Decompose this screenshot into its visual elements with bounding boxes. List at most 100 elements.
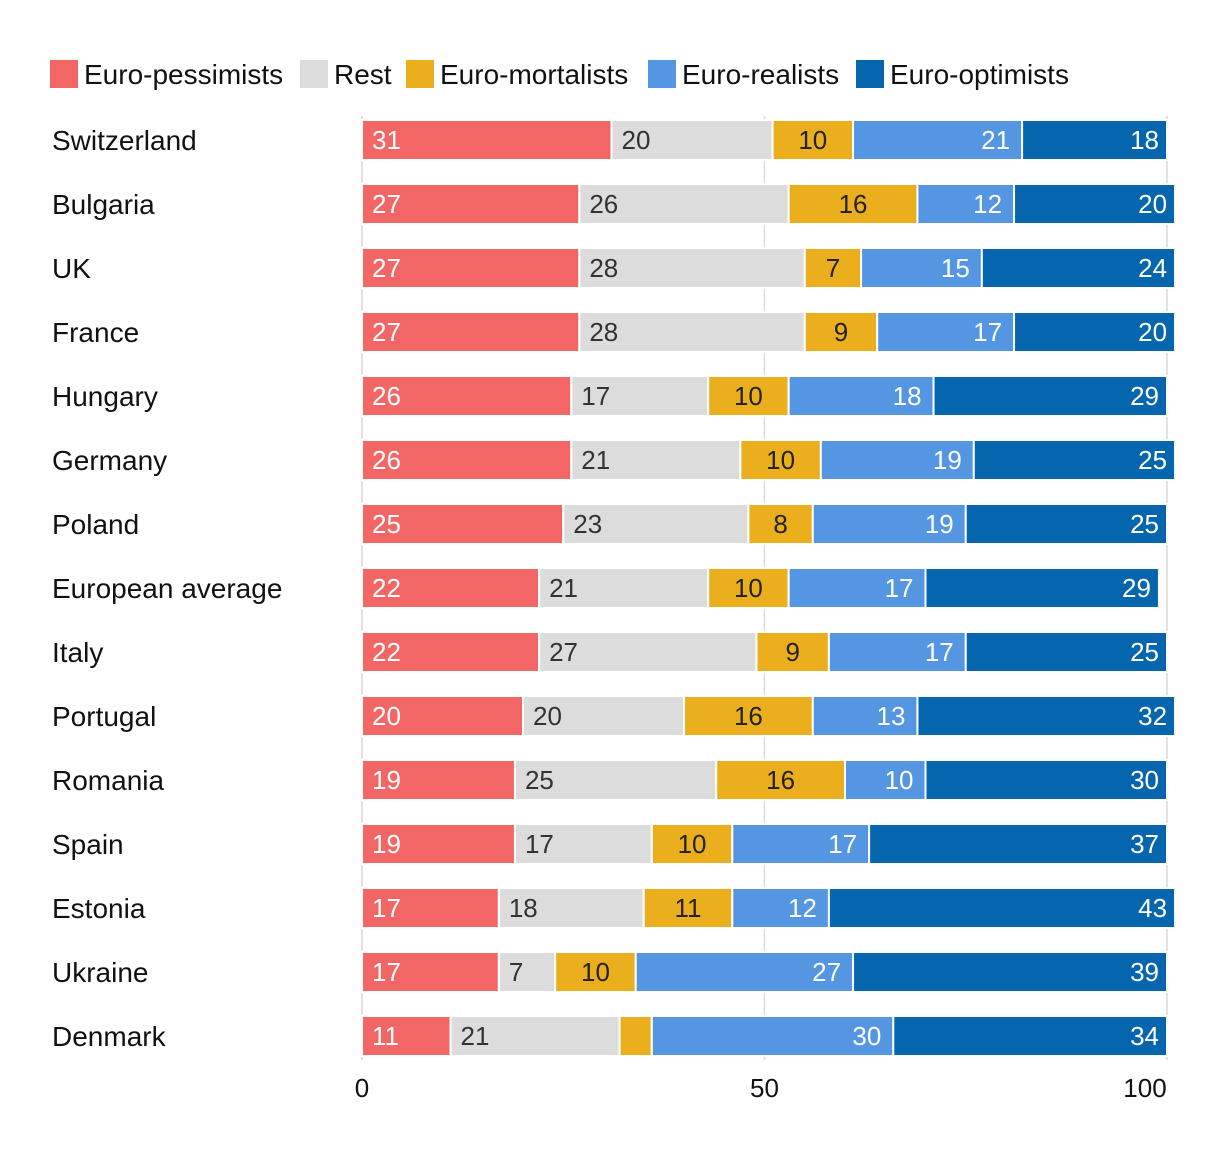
bar-segment-denmark-euro-realists xyxy=(650,1015,895,1057)
x-tick-label-50: 50 xyxy=(750,1073,779,1103)
x-axis: 0 50 100 xyxy=(355,1073,1167,1103)
bar-segment-ukraine-euro-realists xyxy=(634,951,855,993)
value-label-portugal-euro-pessimists: 20 xyxy=(372,701,401,731)
bar-row-romania: 19 25 16 10 30 xyxy=(361,759,1168,801)
value-label-hungary-rest: 17 xyxy=(581,381,610,411)
bar-segment-spain-euro-pessimists xyxy=(361,823,516,865)
bar-segment-portugal-euro-mortalists xyxy=(683,695,814,737)
value-label-european-average-euro-mortalists: 10 xyxy=(734,573,763,603)
bar-segment-switzerland-euro-pessimists xyxy=(361,119,613,161)
value-label-european-average-euro-realists: 17 xyxy=(885,573,914,603)
value-label-poland-euro-optimists: 25 xyxy=(1130,509,1159,539)
value-label-italy-euro-mortalists: 9 xyxy=(785,637,799,667)
value-label-switzerland-euro-pessimists: 31 xyxy=(372,125,401,155)
bar-segment-france-euro-mortalists xyxy=(803,311,879,353)
category-label-estonia: Estonia xyxy=(52,893,146,924)
bar-segment-romania-euro-mortalists xyxy=(715,759,847,801)
bar-row-germany: 26 21 10 19 25 xyxy=(361,439,1177,481)
bar-segment-european-average-rest xyxy=(538,567,710,609)
bar-segment-spain-euro-optimists xyxy=(868,823,1169,865)
value-label-france-euro-optimists: 20 xyxy=(1138,317,1167,347)
bar-row-ukraine: 17 7 10 27 39 xyxy=(361,951,1168,993)
value-label-uk-euro-realists: 15 xyxy=(941,253,970,283)
category-label-hungary: Hungary xyxy=(52,381,158,412)
bar-segment-european-average-euro-optimists xyxy=(924,567,1160,609)
category-labels: Switzerland Bulgaria UK France Hungary German… xyxy=(52,125,282,1052)
bar-row-bulgaria: 27 26 16 12 20 xyxy=(361,183,1177,225)
bar-segment-poland-euro-optimists xyxy=(964,503,1168,545)
value-label-spain-euro-realists: 17 xyxy=(828,829,857,859)
bar-segment-italy-euro-realists xyxy=(827,631,967,673)
bar-segment-spain-euro-mortalists xyxy=(650,823,734,865)
value-label-denmark-rest: 21 xyxy=(461,1021,490,1051)
value-label-european-average-rest: 21 xyxy=(549,573,578,603)
bar-row-uk: 27 28 7 15 24 xyxy=(361,247,1177,289)
value-label-spain-euro-optimists: 37 xyxy=(1130,829,1159,859)
value-label-ukraine-rest: 7 xyxy=(509,957,523,987)
bar-segment-uk-euro-mortalists xyxy=(803,247,863,289)
bar-segment-italy-euro-mortalists xyxy=(755,631,830,673)
value-label-poland-euro-pessimists: 25 xyxy=(372,509,401,539)
legend-swatch-rest xyxy=(300,60,328,88)
category-label-romania: Romania xyxy=(52,765,164,796)
value-label-hungary-euro-pessimists: 26 xyxy=(372,381,401,411)
bar-segment-denmark-euro-pessimists xyxy=(361,1015,452,1057)
bar-segment-france-euro-realists xyxy=(876,311,1016,353)
category-label-uk: UK xyxy=(52,253,91,284)
value-label-switzerland-euro-mortalists: 10 xyxy=(798,125,827,155)
value-label-estonia-rest: 18 xyxy=(509,893,538,923)
value-label-france-rest: 28 xyxy=(589,317,618,347)
legend-label-rest: Rest xyxy=(334,59,392,90)
bar-segment-hungary-euro-realists xyxy=(787,375,935,417)
bar-segment-hungary-euro-mortalists xyxy=(707,375,790,417)
bar-segment-romania-rest xyxy=(513,759,718,801)
bar-segment-germany-euro-optimists xyxy=(972,439,1177,481)
value-label-spain-euro-mortalists: 10 xyxy=(678,829,707,859)
legend-swatch-euro-pessimists xyxy=(50,60,78,88)
value-label-portugal-euro-optimists: 32 xyxy=(1138,701,1167,731)
category-label-ukraine: Ukraine xyxy=(52,957,148,988)
bar-segment-bulgaria-euro-pessimists xyxy=(361,183,581,225)
bar-segment-italy-euro-pessimists xyxy=(361,631,541,673)
bar-row-denmark: 11 21 30 34 xyxy=(361,1015,1168,1057)
bar-segment-switzerland-rest xyxy=(610,119,774,161)
bar-segment-uk-euro-pessimists xyxy=(361,247,581,289)
value-label-estonia-euro-pessimists: 17 xyxy=(372,893,401,923)
value-label-germany-rest: 21 xyxy=(581,445,610,475)
value-label-hungary-euro-realists: 18 xyxy=(893,381,922,411)
bar-segment-portugal-euro-pessimists xyxy=(361,695,524,737)
value-label-germany-euro-realists: 19 xyxy=(933,445,962,475)
value-label-ukraine-euro-realists: 27 xyxy=(812,957,841,987)
bar-segment-estonia-euro-optimists xyxy=(827,887,1177,929)
bar-segment-spain-rest xyxy=(513,823,653,865)
bar-segment-romania-euro-optimists xyxy=(924,759,1168,801)
value-label-hungary-euro-optimists: 29 xyxy=(1130,381,1159,411)
category-label-portugal: Portugal xyxy=(52,701,156,732)
value-label-france-euro-pessimists: 27 xyxy=(372,317,401,347)
value-label-european-average-euro-optimists: 29 xyxy=(1122,573,1151,603)
category-label-germany: Germany xyxy=(52,445,167,476)
bar-segment-european-average-euro-realists xyxy=(787,567,927,609)
bar-segment-uk-euro-realists xyxy=(860,247,983,289)
bar-segment-germany-euro-pessimists xyxy=(361,439,573,481)
legend-swatch-euro-mortalists xyxy=(406,60,434,88)
legend-swatch-euro-realists xyxy=(648,60,676,88)
bar-segment-switzerland-euro-realists xyxy=(852,119,1024,161)
value-label-switzerland-euro-realists: 21 xyxy=(981,125,1010,155)
bar-row-france: 27 28 9 17 20 xyxy=(361,311,1177,353)
category-label-poland: Poland xyxy=(52,509,139,540)
value-label-italy-euro-realists: 17 xyxy=(925,637,954,667)
bar-row-switzerland: 31 20 10 21 18 xyxy=(361,119,1168,161)
bar-segment-romania-euro-realists xyxy=(844,759,927,801)
value-label-switzerland-euro-optimists: 18 xyxy=(1130,125,1159,155)
value-label-estonia-euro-realists: 12 xyxy=(788,893,817,923)
value-label-poland-rest: 23 xyxy=(573,509,602,539)
legend: Euro-pessimists Rest Euro-mortalists Euro-r… xyxy=(50,59,1069,90)
value-label-uk-euro-mortalists: 7 xyxy=(826,253,840,283)
value-label-germany-euro-pessimists: 26 xyxy=(372,445,401,475)
bar-segment-france-rest xyxy=(578,311,806,353)
value-label-spain-euro-pessimists: 19 xyxy=(372,829,401,859)
x-tick-label-100: 100 xyxy=(1123,1073,1166,1103)
bar-segment-bulgaria-euro-mortalists xyxy=(787,183,919,225)
